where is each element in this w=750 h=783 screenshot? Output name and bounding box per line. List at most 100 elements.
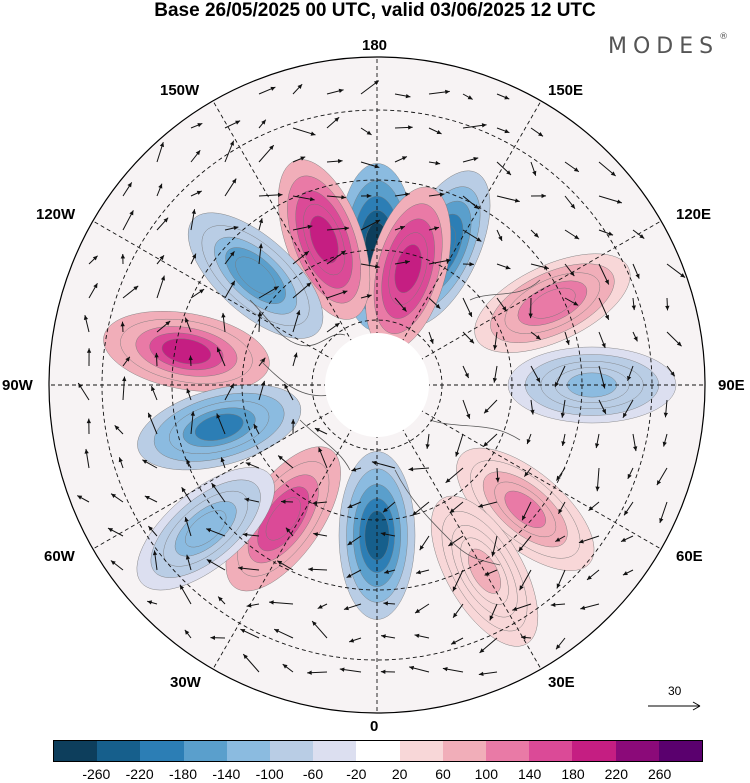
reference-vector-value: 30 [668, 684, 682, 698]
wind-arrow [550, 602, 566, 607]
wind-arrow [190, 190, 202, 197]
meridian-line [92, 220, 378, 386]
colorbar-segment [183, 741, 227, 761]
wind-arrow [496, 229, 503, 242]
wind-arrow [561, 433, 566, 447]
wind-arrow [462, 229, 482, 242]
wind-arrow [292, 83, 303, 95]
wind-arrow [122, 376, 127, 401]
colorbar-segment [658, 741, 703, 761]
wind-arrow [428, 331, 434, 344]
wind-arrow [282, 663, 294, 673]
wind-arrow [86, 348, 92, 367]
polar-cap [325, 333, 429, 437]
anomaly-contour [235, 256, 276, 295]
wind-arrow [449, 501, 464, 514]
wind-arrow [632, 331, 638, 342]
colorbar-tick-label: 220 [604, 766, 629, 782]
wind-arrow [620, 535, 634, 543]
lon-label-30w: 30W [170, 674, 201, 691]
anomaly-contour [504, 490, 546, 529]
wind-arrow [428, 192, 445, 197]
wind-arrow [273, 628, 294, 639]
wind-arrow [394, 192, 410, 197]
wind-arrow [285, 527, 294, 537]
wind-arrow [224, 178, 237, 197]
colorbar-segment [529, 741, 573, 761]
wind-arrow [258, 192, 283, 198]
wind-arrow [622, 569, 634, 576]
wind-arrow [179, 584, 192, 605]
wind-arrow [530, 331, 542, 340]
colorbar-segment [572, 741, 616, 761]
wind-arrow [383, 601, 396, 606]
wind-arrow [419, 535, 430, 551]
colorbar-tick-label: -180 [168, 766, 198, 782]
colorbar-segment [54, 741, 98, 761]
anomaly-field [103, 159, 677, 647]
wind-arrow [343, 603, 362, 611]
wind-arrow [360, 193, 372, 199]
wind-arrow [428, 297, 441, 309]
wind-arrow [184, 317, 192, 333]
wind-arrow [360, 80, 380, 95]
coastlines [249, 279, 541, 566]
wind-arrow [523, 467, 532, 477]
wind-arrow [314, 427, 328, 435]
anomaly-contour [265, 497, 301, 541]
meridians [49, 57, 705, 713]
wind-arrow [307, 670, 328, 675]
wind-arrow [557, 501, 566, 515]
wind-arrow [483, 399, 498, 414]
wind-arrow [455, 433, 464, 457]
wind-arrow [394, 260, 410, 265]
wind-arrow [394, 93, 411, 99]
wind-arrow [530, 365, 541, 383]
wind-arrow [313, 532, 328, 537]
wind-arrow [292, 310, 301, 333]
wind-arrow [659, 501, 668, 524]
wind-arrow [292, 127, 316, 136]
wind-arrow [394, 156, 408, 163]
wind-arrow [662, 433, 668, 447]
colorbar-tick-label: -140 [212, 766, 241, 782]
wind-arrow [521, 501, 532, 521]
wind-arrow [360, 263, 380, 269]
wind-arrow [555, 535, 566, 543]
colorbar-segment [313, 741, 357, 761]
meridian-line [376, 100, 542, 386]
wind-arrow [489, 603, 498, 621]
wind-arrow [586, 569, 600, 581]
colorbar-tick-label: -260 [82, 766, 111, 782]
wind-arrow [394, 297, 407, 312]
colorbar-tick-label: 140 [517, 766, 542, 782]
wind-arrow [631, 297, 636, 311]
wind-arrow [598, 399, 607, 415]
wind-arrow [462, 297, 473, 318]
anomaly-contour [185, 510, 227, 548]
wind-arrow [349, 637, 362, 643]
brand-logo: MODES® [608, 32, 728, 59]
wind-arrow [240, 628, 260, 639]
wind-arrow [496, 127, 510, 134]
lon-label-120w: 120W [36, 206, 76, 223]
wind-arrow [114, 425, 124, 435]
wind-arrow [224, 251, 235, 265]
wind-arrow [258, 218, 264, 231]
wind-arrow [415, 569, 430, 575]
wind-arrow [211, 482, 226, 503]
map-border [48, 56, 706, 714]
wind-arrow [496, 161, 512, 176]
wind-arrow [383, 569, 396, 574]
meridian-line [212, 384, 378, 670]
wind-arrow [526, 433, 532, 445]
wind-arrow [632, 433, 638, 452]
wind-arrow [495, 467, 500, 483]
wind-arrow [448, 535, 464, 547]
wind-arrow [86, 418, 92, 435]
wind-arrow [185, 554, 192, 571]
wind-arrow [564, 297, 579, 306]
wind-arrow [152, 550, 158, 571]
wind-arrow [554, 365, 566, 388]
wind-arrow [598, 297, 610, 320]
